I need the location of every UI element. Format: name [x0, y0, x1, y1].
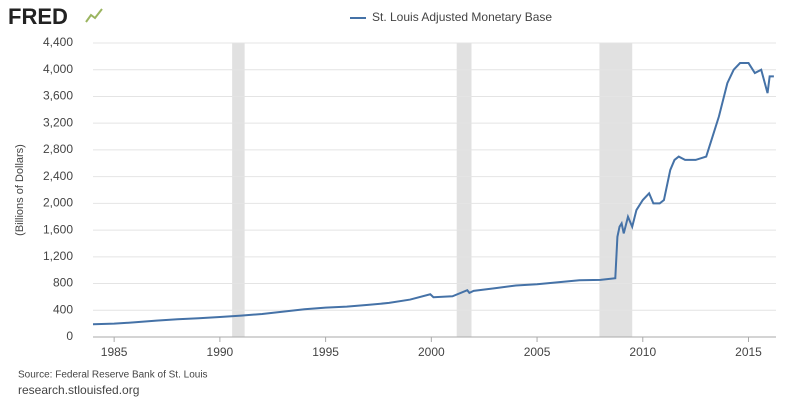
y-tick-label: 3,200 — [43, 115, 73, 129]
y-axis-label: (Billions of Dollars) — [14, 144, 26, 236]
x-tick-label: 2015 — [735, 345, 762, 359]
recession-band — [599, 43, 633, 337]
y-tick-label: 4,000 — [43, 62, 73, 76]
logo: FRED — [8, 4, 68, 29]
y-tick-label: 2,400 — [43, 169, 73, 183]
y-tick-label: 4,400 — [43, 35, 73, 49]
y-tick-label: 3,600 — [43, 89, 73, 103]
logo-icon — [85, 8, 103, 23]
recession-band — [232, 43, 245, 337]
y-tick-label: 2,000 — [43, 196, 73, 210]
x-tick-label: 1990 — [207, 345, 234, 359]
y-tick-label: 0 — [66, 329, 73, 343]
y-tick-label: 1,600 — [43, 222, 73, 236]
recession-band — [456, 43, 472, 337]
data-line — [92, 62, 774, 326]
x-tick-label: 2000 — [418, 345, 445, 359]
legend-label: St. Louis Adjusted Monetary Base — [372, 10, 552, 24]
y-tick-label: 2,800 — [43, 142, 73, 156]
x-tick-label: 2005 — [524, 345, 551, 359]
source: Source: Federal Reserve Bank of St. Loui… — [18, 370, 208, 381]
y-tick-label: 1,200 — [43, 249, 73, 263]
x-tick-label: 1995 — [312, 345, 339, 359]
y-tick-label: 400 — [53, 302, 73, 316]
x-tick-label: 2010 — [629, 345, 656, 359]
x-tick-label: 1985 — [101, 345, 128, 359]
y-tick-label: 800 — [53, 276, 73, 290]
website: research.stlouisfed.org — [18, 383, 139, 397]
